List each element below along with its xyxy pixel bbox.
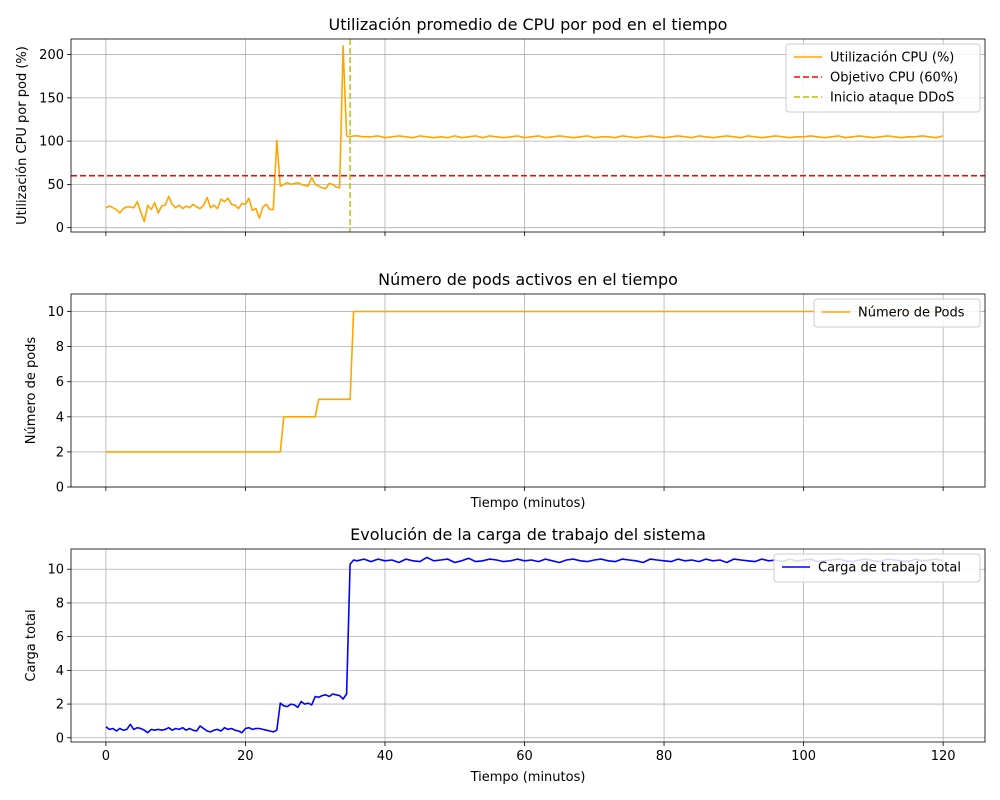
- legend-entry: Número de Pods: [858, 306, 965, 321]
- x-tick-label: 40: [377, 749, 394, 764]
- y-tick-label: 0: [56, 221, 64, 236]
- y-tick-label: 50: [47, 178, 64, 193]
- x-tick-label: 100: [791, 749, 816, 764]
- legend-box: [773, 553, 981, 583]
- y-tick-label: 100: [39, 135, 64, 150]
- x-tick-label: 60: [516, 749, 533, 764]
- legend: Utilización CPU (%) Objetivo CPU (60%) Ini…: [785, 43, 981, 113]
- y-tick-label: 2: [56, 445, 64, 460]
- series-line-1: [105, 45, 944, 223]
- y-tick-label: 6: [56, 630, 64, 645]
- legend-box: [813, 298, 981, 328]
- y-tick-label: 6: [56, 375, 64, 390]
- x-tick-label: 0: [102, 749, 110, 764]
- y-axis-label: Utilización CPU por pod (%): [15, 46, 30, 225]
- legend: Número de Pods: [813, 298, 981, 328]
- legend: Carga de trabajo total: [773, 553, 981, 583]
- plot-area: [71, 39, 985, 232]
- y-tick-label: 0: [56, 481, 64, 496]
- x-tick-label: 120: [931, 749, 956, 764]
- chart-panel-3: 0 20 40 60 80 100 120 0 2 4 6 8 10 Evolución de la ca…: [24, 525, 986, 785]
- legend-entry: Utilización CPU (%): [830, 51, 954, 66]
- y-tick-label: 8: [56, 596, 64, 611]
- x-tick-label: 80: [656, 749, 673, 764]
- x-axis-label: Tiempo (minutos): [470, 770, 586, 785]
- y-tick-label: 10: [47, 563, 64, 578]
- legend-entry: Carga de trabajo total: [818, 561, 961, 576]
- y-tick-label: 200: [39, 48, 64, 63]
- y-tick-label: 4: [56, 410, 64, 425]
- plot-area: [105, 556, 944, 734]
- series-line-1: [105, 556, 944, 734]
- y-axis-label: Carga total: [24, 609, 39, 681]
- axes-frame: [70, 38, 986, 233]
- y-tick-label: 10: [47, 305, 64, 320]
- legend-entry: Objetivo CPU (60%): [830, 71, 958, 86]
- y-tick-label: 2: [56, 698, 64, 713]
- y-tick-label: 8: [56, 340, 64, 355]
- chart-title: Utilización promedio de CPU por pod en e…: [329, 15, 728, 34]
- series-line-1: [105, 310, 944, 453]
- chart-panel-1: 0 50 100 150 200 Utilización promedio de CPU …: [15, 15, 986, 236]
- x-tick-label: 20: [237, 749, 254, 764]
- y-tick-label: 0: [56, 731, 64, 746]
- legend-box: [785, 43, 981, 113]
- plot-area: [105, 310, 944, 453]
- chart-panel-2: 0 2 4 6 8 10 Número de pods activos en el tiem…: [24, 270, 986, 511]
- y-tick-label: 150: [39, 91, 64, 106]
- x-axis-label: Tiempo (minutos): [470, 496, 586, 511]
- y-tick-label: 4: [56, 664, 64, 679]
- chart-title: Evolución de la carga de trabajo del sis…: [350, 525, 706, 544]
- legend-entry: Inicio ataque DDoS: [830, 91, 954, 106]
- axes-frame: [70, 293, 986, 488]
- axes-frame: [70, 548, 986, 743]
- chart-title: Número de pods activos en el tiempo: [378, 270, 678, 289]
- y-axis-label: Número de pods: [24, 337, 39, 445]
